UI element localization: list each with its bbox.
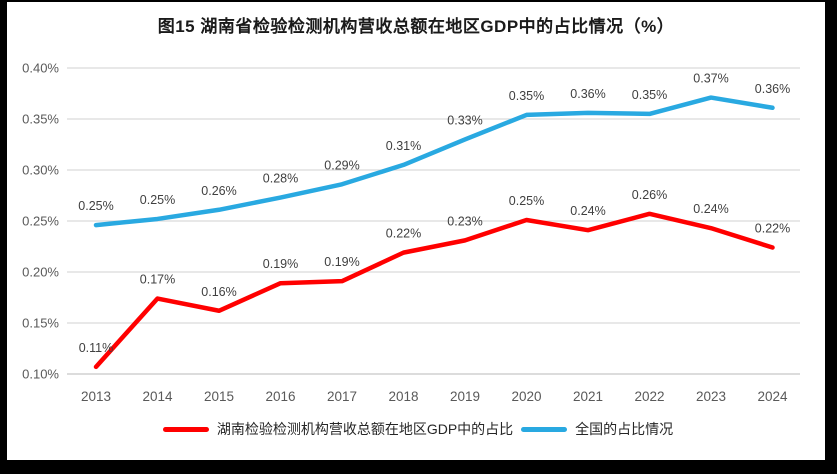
x-tick-label: 2022: [634, 389, 664, 404]
chart-canvas: 图15 湖南省检验检测机构营收总额在地区GDP中的占比情况（%） 0.40% 0.…: [7, 2, 825, 460]
x-tick-label: 2016: [265, 389, 295, 404]
chart-title: 图15 湖南省检验检测机构营收总额在地区GDP中的占比情况（%）: [157, 17, 675, 36]
data-label: 0.31%: [386, 139, 421, 153]
x-tick-label: 2020: [511, 389, 541, 404]
x-tick-label: 2015: [204, 389, 234, 404]
data-label: 0.25%: [140, 193, 175, 207]
legend-swatch-hunan-line: [162, 426, 209, 432]
x-tick-label: 2013: [81, 389, 111, 404]
data-label: 0.33%: [447, 113, 482, 127]
data-label: 0.29%: [324, 158, 359, 172]
data-label: 0.11%: [79, 341, 114, 355]
data-label: 0.35%: [509, 89, 544, 103]
x-tick-label: 2024: [757, 389, 788, 404]
data-label: 0.36%: [570, 87, 605, 101]
y-tick-label: 0.40%: [22, 61, 59, 76]
data-label: 0.36%: [755, 82, 790, 96]
data-label: 0.23%: [447, 214, 482, 228]
data-label: 0.24%: [693, 202, 728, 216]
y-tick-label: 0.30%: [22, 163, 59, 178]
data-label: 0.26%: [201, 184, 236, 198]
series-line-hunan: [93, 211, 775, 370]
x-tick-label: 2017: [327, 389, 357, 404]
data-label: 0.24%: [570, 204, 605, 218]
data-label: 0.25%: [509, 194, 544, 208]
data-label: 0.37%: [693, 72, 728, 86]
chart-plot-area: 0.40% 0.35% 0.30% 0.25% 0.20% 0.15% 0.10% 2013 2…: [22, 61, 800, 404]
data-label: 0.25%: [78, 199, 113, 213]
y-tick-label: 0.10%: [22, 367, 59, 382]
legend: 湖南检验检测机构营收总额在地区GDP中的占比 全国的占比情况: [7, 419, 825, 439]
data-label: 0.26%: [632, 188, 667, 202]
x-tick-label: 2018: [388, 389, 418, 404]
data-label: 0.35%: [632, 88, 667, 102]
y-tick-label: 0.35%: [22, 112, 59, 127]
y-tick-label: 0.15%: [22, 316, 59, 331]
x-tick-label: 2014: [142, 389, 173, 404]
data-label: 0.17%: [140, 273, 175, 287]
data-label: 0.19%: [263, 257, 298, 271]
data-label: 0.22%: [755, 222, 790, 236]
x-tick-label: 2023: [696, 389, 726, 404]
legend-label-hunan: 湖南检验检测机构营收总额在地区GDP中的占比: [216, 421, 514, 437]
legend-swatch-national-line: [521, 426, 568, 432]
x-tick-label: 2021: [573, 389, 603, 404]
legend-label-national: 全国的占比情况: [575, 421, 674, 437]
data-label: 0.19%: [324, 255, 359, 269]
series-line-national: [93, 95, 775, 228]
data-label: 0.16%: [201, 285, 236, 299]
x-tick-label: 2019: [450, 389, 480, 404]
data-label: 0.22%: [386, 227, 421, 241]
data-label: 0.28%: [263, 172, 298, 186]
y-tick-label: 0.20%: [22, 265, 59, 280]
y-tick-label: 0.25%: [22, 214, 59, 229]
